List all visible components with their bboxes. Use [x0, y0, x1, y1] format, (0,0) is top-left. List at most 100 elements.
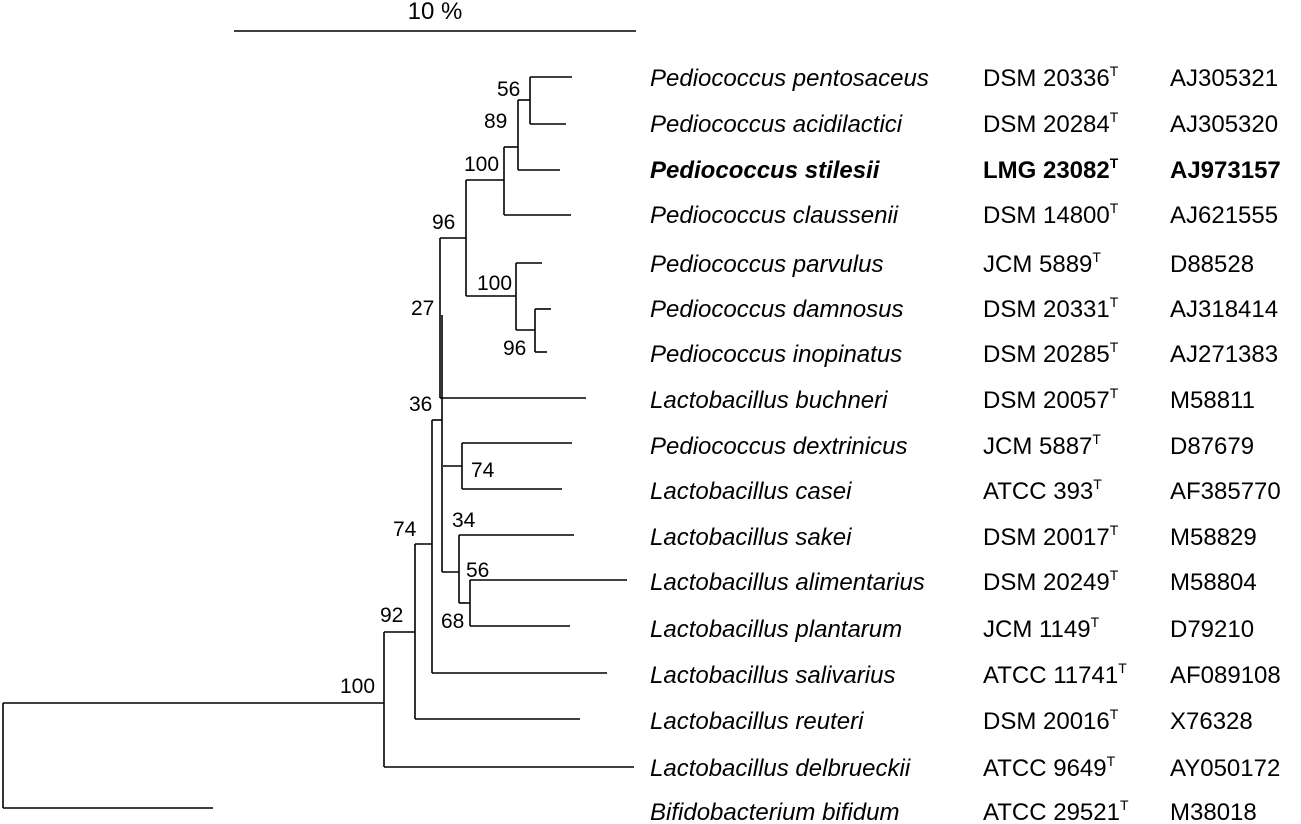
svg-text:DSM 20285T: DSM 20285T	[983, 339, 1119, 368]
taxon-row: Lactobacillus sakei DSM 20017T M58829	[650, 522, 1257, 551]
taxon-strain: ATCC 393	[983, 478, 1093, 505]
taxon-strain: DSM 14800	[983, 202, 1110, 229]
tree-branches	[2, 76, 634, 809]
taxon-row: Pediococcus inopinatus DSM 20285T AJ2713…	[650, 339, 1278, 368]
type-strain-mark: T	[1093, 476, 1102, 492]
bootstrap-node-34: 34	[452, 509, 476, 532]
taxon-species: Pediococcus claussenii	[650, 202, 899, 229]
type-strain-mark: T	[1110, 200, 1119, 216]
type-strain-mark: T	[1091, 614, 1100, 630]
taxon-strain: ATCC 29521	[983, 799, 1120, 824]
taxon-species: Pediococcus dextrinicus	[650, 433, 907, 460]
bootstrap-node-100a: 100	[464, 153, 499, 176]
bootstrap-node-68: 68	[441, 610, 464, 633]
svg-text:JCM 1149T: JCM 1149T	[983, 614, 1100, 643]
bootstrap-node-27: 27	[411, 297, 434, 320]
svg-text:DSM 14800T: DSM 14800T	[983, 200, 1119, 229]
taxon-species: Pediococcus parvulus	[650, 251, 883, 278]
taxon-row: Pediococcus acidilactici DSM 20284T AJ30…	[650, 109, 1278, 138]
taxon-accession: M58804	[1170, 569, 1257, 596]
taxon-accession: AJ271383	[1170, 341, 1278, 368]
type-strain-mark: T	[1118, 660, 1127, 676]
taxon-strain: JCM 5887	[983, 433, 1092, 460]
taxon-accession: AF385770	[1170, 478, 1281, 505]
bootstrap-node-74b: 74	[471, 459, 495, 482]
taxon-row: Lactobacillus reuteri DSM 20016T X76328	[650, 706, 1253, 735]
type-strain-mark: T	[1110, 63, 1119, 79]
type-strain-mark: T	[1110, 109, 1119, 125]
taxon-strain: ATCC 9649	[983, 755, 1107, 782]
taxon-strain: DSM 20336	[983, 65, 1110, 92]
taxon-species: Lactobacillus sakei	[650, 524, 852, 551]
taxon-accession: AJ621555	[1170, 202, 1278, 229]
taxon-species: Lactobacillus plantarum	[650, 616, 902, 643]
type-strain-mark: T	[1092, 249, 1101, 265]
bootstrap-node-56a: 56	[497, 78, 520, 101]
svg-text:DSM 20284T: DSM 20284T	[983, 109, 1119, 138]
taxon-species: Lactobacillus salivarius	[650, 662, 895, 689]
type-strain-mark: T	[1110, 567, 1119, 583]
taxon-accession: D87679	[1170, 433, 1254, 460]
taxon-row: Pediococcus dextrinicus JCM 5887T D87679	[650, 431, 1254, 460]
taxon-species: Pediococcus damnosus	[650, 296, 903, 323]
taxon-accession: AF089108	[1170, 662, 1281, 689]
taxon-strain: DSM 20057	[983, 387, 1110, 414]
taxon-accession: AJ973157	[1170, 157, 1281, 184]
taxon-species: Lactobacillus alimentarius	[650, 569, 925, 596]
type-strain-mark: T	[1120, 797, 1129, 813]
bootstrap-node-100b: 100	[477, 272, 512, 295]
taxon-species: Pediococcus acidilactici	[650, 111, 903, 138]
svg-text:DSM 20016T: DSM 20016T	[983, 706, 1119, 735]
taxon-species: Lactobacillus reuteri	[650, 708, 864, 735]
bootstrap-node-36: 36	[409, 393, 432, 416]
bootstrap-node-96: 96	[432, 211, 455, 234]
svg-text:LMG 23082T: LMG 23082T	[983, 155, 1119, 184]
taxon-row: Lactobacillus casei ATCC 393T AF385770	[650, 476, 1281, 505]
type-strain-mark: T	[1092, 431, 1101, 447]
taxon-row: Bifidobacterium bifidum ATCC 29521T M380…	[650, 797, 1257, 824]
taxon-row: Pediococcus damnosus DSM 20331T AJ318414	[650, 294, 1278, 323]
taxon-species: Pediococcus pentosaceus	[650, 65, 929, 92]
taxon-strain: DSM 20249	[983, 569, 1110, 596]
taxon-row: Lactobacillus delbrueckii ATCC 9649T AY0…	[650, 753, 1280, 782]
taxon-row: Lactobacillus salivarius ATCC 11741T AF0…	[650, 660, 1281, 689]
type-strain-mark: T	[1110, 339, 1119, 355]
taxon-accession: AJ305320	[1170, 111, 1278, 138]
taxon-accession: AJ305321	[1170, 65, 1278, 92]
svg-text:ATCC 11741T: ATCC 11741T	[983, 660, 1127, 689]
taxon-strain: DSM 20285	[983, 341, 1110, 368]
taxon-species: Lactobacillus casei	[650, 478, 852, 505]
svg-text:DSM 20249T: DSM 20249T	[983, 567, 1119, 596]
bootstrap-node-89: 89	[484, 110, 507, 133]
taxon-accession: M58811	[1170, 387, 1255, 414]
svg-text:ATCC 393T: ATCC 393T	[983, 476, 1102, 505]
taxon-strain: DSM 20331	[983, 296, 1110, 323]
taxon-row: Lactobacillus alimentarius DSM 20249T M5…	[650, 567, 1257, 596]
taxon-accession: M58829	[1170, 524, 1257, 551]
bootstrap-node-74: 74	[393, 518, 417, 541]
svg-text:DSM 20057T: DSM 20057T	[983, 385, 1119, 414]
taxon-strain: DSM 20016	[983, 708, 1110, 735]
taxa-labels: Pediococcus pentosaceus DSM 20336T AJ305…	[650, 63, 1281, 824]
taxon-species: Lactobacillus buchneri	[650, 387, 888, 414]
taxon-row: Lactobacillus plantarum JCM 1149T D79210	[650, 614, 1254, 643]
taxon-row: Pediococcus pentosaceus DSM 20336T AJ305…	[650, 63, 1278, 92]
bootstrap-node-92: 92	[380, 604, 403, 627]
svg-text:JCM 5887T: JCM 5887T	[983, 431, 1101, 460]
svg-text:JCM 5889T: JCM 5889T	[983, 249, 1101, 278]
type-strain-mark: T	[1110, 294, 1119, 310]
taxon-row-highlighted: Pediococcus stilesii LMG 23082T AJ973157	[650, 155, 1281, 184]
scale-bar: 10 %	[234, 0, 636, 32]
taxon-accession: X76328	[1170, 708, 1253, 735]
taxon-row: Pediococcus claussenii DSM 14800T AJ6215…	[650, 200, 1278, 229]
taxon-accession: D79210	[1170, 616, 1254, 643]
taxon-species: Lactobacillus delbrueckii	[650, 755, 911, 782]
taxon-strain: ATCC 11741	[983, 662, 1118, 689]
taxon-species: Bifidobacterium bifidum	[650, 799, 899, 824]
taxon-species: Pediococcus stilesii	[650, 157, 881, 184]
svg-text:DSM 20017T: DSM 20017T	[983, 522, 1119, 551]
type-strain-mark: T	[1110, 155, 1119, 171]
bootstrap-root: 100	[340, 675, 375, 698]
